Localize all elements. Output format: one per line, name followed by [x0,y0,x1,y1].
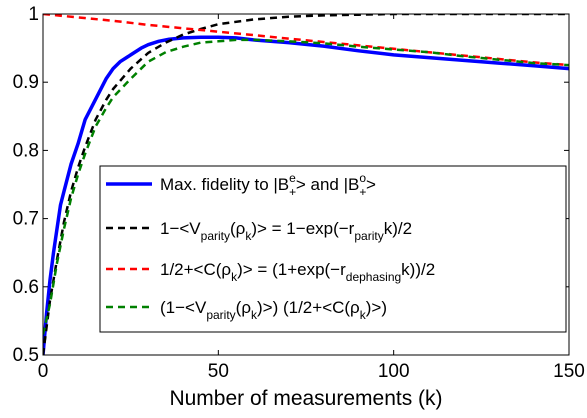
series-line-2 [43,14,569,355]
legend-label-part: k [231,270,238,284]
legend-label-part: dephasing [346,270,401,284]
legend-label-part: k [251,308,258,322]
plot-frame [42,13,570,356]
x-axis-title: Number of measurements (k) [169,387,442,410]
legend-label-part: )> = (1+exp(−r [237,260,346,279]
x-tick-label: 0 [38,361,49,382]
legend-label-3: 1/2+<C(ρk)> = (1+exp(−rdephasingk))/2 [160,260,435,284]
legend-label-part: parity [354,229,383,243]
y-tick-label: 0.5 [13,345,39,366]
legend-label-part: parity [206,308,235,322]
x-tick-label: 150 [553,361,585,382]
legend-label-part: + [359,185,366,199]
legend-label-part: e [289,171,296,185]
legend-label-part: o [359,171,366,185]
legend-label-part: )> = 1−exp(−r [251,219,354,238]
legend-label-part: Max. fidelity to |B [160,175,289,194]
legend-label-2: 1−<Vparity(ρk)> = 1−exp(−rparityk)/2 [160,219,412,243]
x-tick-label: 100 [378,361,410,382]
legend-label-part: k))/2 [401,260,435,279]
y-tick-label: 1 [28,4,39,25]
legend-label-part: 1/2+<C(ρ [160,260,231,279]
legend-label-part: (ρ [236,298,251,317]
legend-label-part: + [289,185,296,199]
legend-label-part: > [366,175,376,194]
legend-label-part: )>) [366,298,387,317]
legend-label-part: k [360,308,367,322]
legend-label-part: k [245,229,252,243]
legend-label-part: (1−<V [160,298,207,317]
legend-label-4: (1−<Vparity(ρk)>) (1/2+<C(ρk)>) [160,298,387,322]
legend-label-1: Max. fidelity to |B+e> and |B+o> [160,171,376,199]
legend-label-part: k)/2 [384,219,412,238]
legend-label-part: 1−<V [160,219,201,238]
y-tick-label: 0.7 [13,209,39,230]
series-layer [43,14,569,355]
legend-label-part: )>) (1/2+<C(ρ [257,298,360,317]
x-tick-label: 50 [208,361,229,382]
series-line-4 [43,38,569,335]
legend-box [99,165,567,333]
legend-label-part: > and |B [296,175,360,194]
series-line-1 [43,35,569,355]
legend: Max. fidelity to |B+e> and |B+o>1−<Vpari… [99,165,567,333]
legend-label-part: (ρ [230,219,245,238]
y-tick-label: 0.9 [13,72,39,93]
series-line-3 [43,14,569,67]
legend-label-part: parity [201,229,230,243]
y-tick-label: 0.8 [13,140,39,161]
y-tick-label: 0.6 [13,277,39,298]
